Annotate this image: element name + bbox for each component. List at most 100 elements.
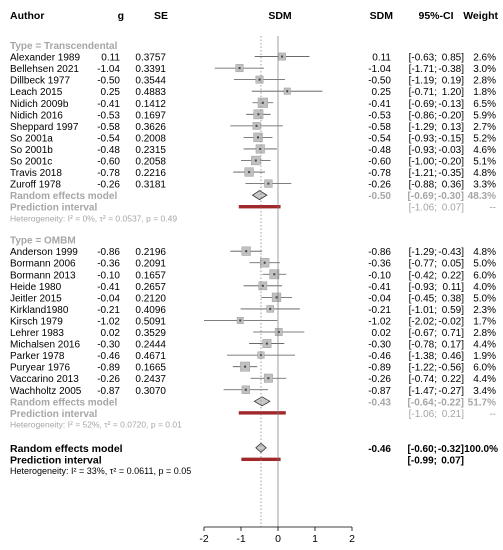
study-ci-lower: [-1.38; <box>409 351 437 362</box>
study-weight: 2.7% <box>473 122 496 133</box>
study-g: -0.46 <box>97 351 120 362</box>
study-ci-upper: 0.71] <box>442 328 464 339</box>
study-g: -0.36 <box>97 259 120 270</box>
study-g: 0.11 <box>101 53 120 64</box>
study-ci-upper: 1.20] <box>442 87 464 98</box>
study-weight: 2.8% <box>473 76 496 87</box>
study-ci-upper: -0.13] <box>438 99 464 110</box>
study-g: -0.60 <box>97 157 120 168</box>
subgroup-random-sdm: -0.50 <box>368 191 391 202</box>
study-ci-upper: -0.35] <box>438 168 464 179</box>
overall-prediction-ci-lower: [-0.99; <box>408 455 437 466</box>
point-estimate <box>255 124 258 127</box>
study-ci-upper: 0.11] <box>443 282 465 293</box>
point-estimate <box>269 307 272 310</box>
study-weight: 4.8% <box>473 247 496 258</box>
study-weight: 2.3% <box>473 305 496 316</box>
study-weight: 6.0% <box>473 363 496 374</box>
study-sdm: -0.04 <box>368 293 391 304</box>
subgroup-random-ci-lower: [-0.69; <box>408 191 437 202</box>
study-author: Dillbeck 1977 <box>10 76 70 87</box>
study-weight: 1.7% <box>473 316 496 327</box>
study-sdm: -0.54 <box>368 133 391 144</box>
header-weight: Weight <box>463 10 498 22</box>
header-sdm: SDM <box>370 10 394 22</box>
point-estimate <box>248 171 251 174</box>
subgroup-heterogeneity: Heterogeneity: I² = 0%, τ² = 0.0537, p =… <box>10 213 177 223</box>
subgroup-random-sdm: -0.43 <box>368 397 391 408</box>
point-estimate <box>238 67 241 70</box>
point-estimate <box>267 377 270 380</box>
study-ci-upper: -0.03] <box>438 145 464 156</box>
study-g: -1.02 <box>97 316 120 327</box>
study-ci-upper: 0.38] <box>442 293 464 304</box>
study-ci-lower: [-1.29; <box>409 247 437 258</box>
study-se: 0.4883 <box>135 87 166 98</box>
subgroup-prediction-ci-lower: [-1.06; <box>409 203 437 214</box>
study-ci-lower: [-0.93; <box>409 145 437 156</box>
study-se: 0.4096 <box>135 305 166 316</box>
study-se: 0.1665 <box>135 363 166 374</box>
header-se: SE <box>154 10 168 22</box>
study-sdm: -0.48 <box>368 145 391 156</box>
overall-random-weight: 100.0% <box>464 444 498 455</box>
study-ci-lower: [-0.42; <box>409 270 437 281</box>
study-ci-lower: [-1.19; <box>409 76 437 87</box>
study-weight: 5.9% <box>473 110 496 121</box>
header-sdm-plot: SDM <box>268 10 292 22</box>
overall-random-ci-upper: -0.32] <box>438 444 464 455</box>
study-weight: 6.5% <box>473 99 496 110</box>
subgroup-random-label: Random effects model <box>10 397 117 408</box>
point-estimate <box>275 296 278 299</box>
study-g: -0.04 <box>97 293 120 304</box>
study-se: 0.3544 <box>135 76 166 87</box>
study-ci-lower: [-0.77; <box>409 259 437 270</box>
study-se: 0.2058 <box>135 157 166 168</box>
study-author: Jeitler 2015 <box>10 293 62 304</box>
study-ci-lower: [-0.93; <box>409 282 437 293</box>
point-estimate <box>263 261 266 264</box>
subgroup-diamond <box>253 396 271 407</box>
study-ci-lower: [-1.00; <box>409 157 437 168</box>
study-sdm: -0.26 <box>368 180 391 191</box>
study-sdm: -0.36 <box>368 259 391 270</box>
x-tick-label: 2 <box>349 533 355 545</box>
point-estimate <box>273 273 276 276</box>
study-sdm: -0.89 <box>368 363 391 374</box>
overall-diamond <box>255 442 267 453</box>
x-tick-label: 1 <box>312 533 318 545</box>
study-author: Lehrer 1983 <box>10 328 64 339</box>
point-estimate <box>258 78 261 81</box>
point-estimate <box>257 136 260 139</box>
study-weight: 4.0% <box>473 282 496 293</box>
point-estimate <box>261 101 264 104</box>
study-sdm: -0.26 <box>368 374 391 385</box>
study-sdm: 0.11 <box>372 53 391 64</box>
study-g: -0.41 <box>97 99 120 110</box>
subgroup-random-weight: 48.3% <box>468 191 496 202</box>
study-ci-lower: [-2.02; <box>409 316 437 327</box>
x-tick-label: 0 <box>275 533 281 545</box>
study-ci-upper: -0.56] <box>438 363 464 374</box>
study-weight: 5.0% <box>473 293 496 304</box>
subgroup-random-label: Random effects model <box>10 191 117 202</box>
study-sdm: 0.02 <box>372 328 392 339</box>
study-ci-lower: [-0.71; <box>409 87 437 98</box>
study-weight: 3.4% <box>473 386 496 397</box>
subgroup-prediction-weight: -- <box>489 409 496 420</box>
study-sdm: -0.10 <box>368 270 391 281</box>
study-ci-lower: [-0.88; <box>409 180 437 191</box>
study-ci-lower: [-1.71; <box>409 64 437 75</box>
study-ci-upper: -0.20] <box>438 110 464 121</box>
study-weight: 6.0% <box>473 270 496 281</box>
study-se: 0.2444 <box>135 340 166 351</box>
prediction-bar <box>238 205 281 209</box>
study-g: 0.25 <box>101 87 121 98</box>
study-author: So 2001a <box>10 133 53 144</box>
study-ci-upper: 0.17] <box>442 340 464 351</box>
subgroup-prediction-label: Prediction interval <box>10 203 97 214</box>
study-se: 0.2315 <box>135 145 166 156</box>
study-se: 0.5091 <box>135 316 166 327</box>
point-estimate <box>254 159 257 162</box>
study-se: 0.3529 <box>135 328 166 339</box>
